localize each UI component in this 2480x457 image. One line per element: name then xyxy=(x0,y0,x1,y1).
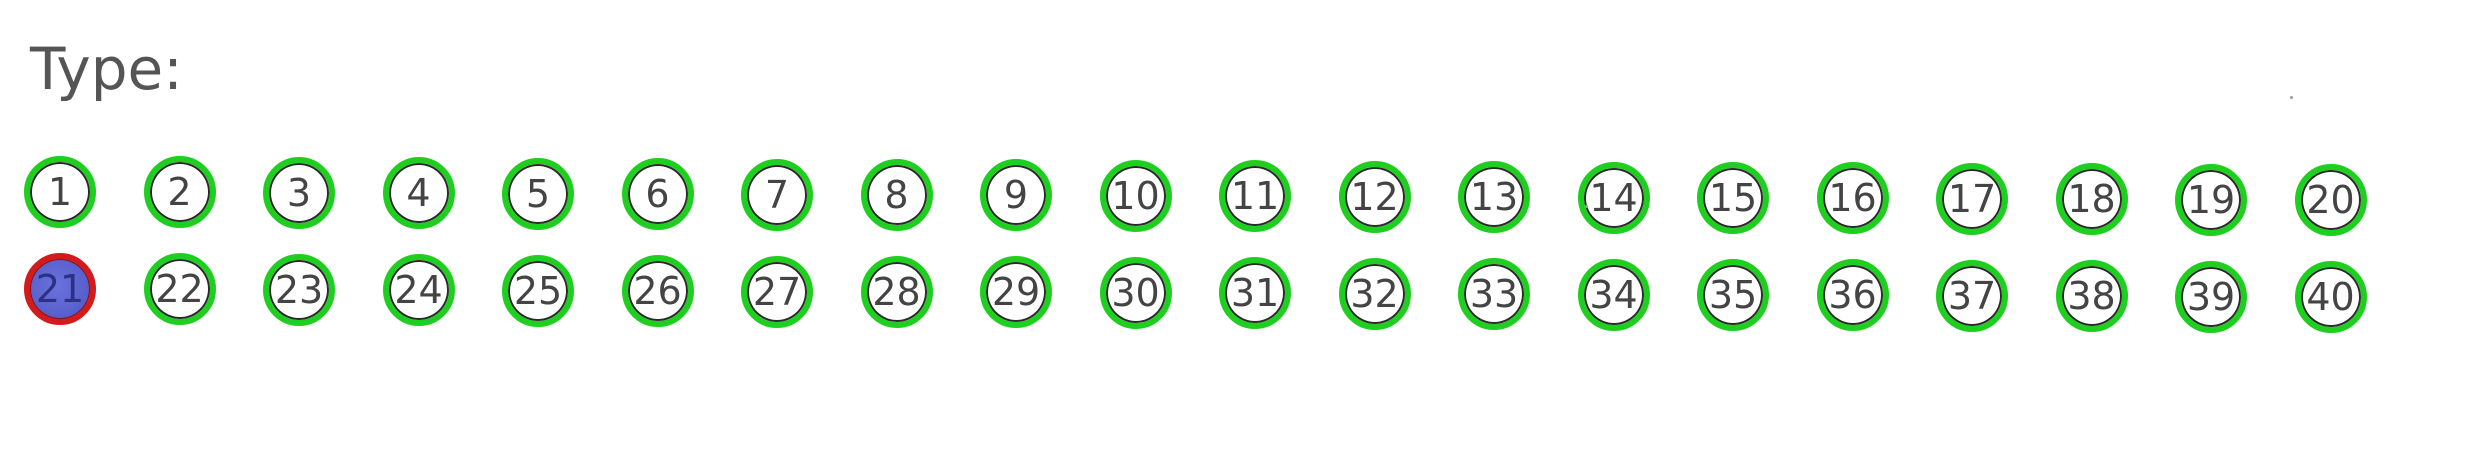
option-bubble-36[interactable]: 36 xyxy=(1816,259,1889,332)
option-bubble-13[interactable]: 13 xyxy=(1458,161,1530,233)
option-bubble-2[interactable]: 2 xyxy=(143,156,216,229)
option-bubble-31[interactable]: 31 xyxy=(1219,257,1291,330)
option-bubble-21[interactable]: 21 xyxy=(24,253,96,325)
option-bubble-25[interactable]: 25 xyxy=(502,254,574,327)
option-bubble-20[interactable]: 20 xyxy=(2294,164,2367,236)
option-bubble-17[interactable]: 17 xyxy=(1936,162,2008,235)
option-bubble-34[interactable]: 34 xyxy=(1577,258,1650,331)
option-bubble-23[interactable]: 23 xyxy=(263,253,335,326)
option-bubble-12[interactable]: 12 xyxy=(1338,160,1411,233)
option-bubble-1[interactable]: 1 xyxy=(24,156,96,228)
option-bubble-6[interactable]: 6 xyxy=(621,158,694,231)
option-bubble-10[interactable]: 10 xyxy=(1099,159,1172,232)
option-bubble-19[interactable]: 19 xyxy=(2175,163,2247,236)
option-bubble-40[interactable]: 40 xyxy=(2294,261,2367,333)
option-bubble-18[interactable]: 18 xyxy=(2055,163,2128,236)
option-bubble-8[interactable]: 8 xyxy=(860,158,933,231)
option-bubble-16[interactable]: 16 xyxy=(1816,162,1889,235)
option-bubble-33[interactable]: 33 xyxy=(1458,258,1530,330)
option-bubble-4[interactable]: 4 xyxy=(382,157,455,230)
option-bubble-37[interactable]: 37 xyxy=(1936,259,2008,332)
option-bubble-26[interactable]: 26 xyxy=(621,255,694,328)
option-bubble-39[interactable]: 39 xyxy=(2175,260,2247,333)
type-heading: Type: xyxy=(30,35,183,103)
scan-speck xyxy=(1585,205,1588,208)
option-bubble-22[interactable]: 22 xyxy=(143,253,216,326)
option-bubble-38[interactable]: 38 xyxy=(2055,260,2128,333)
option-bubble-24[interactable]: 24 xyxy=(382,254,455,327)
option-bubble-3[interactable]: 3 xyxy=(263,156,335,229)
option-bubble-29[interactable]: 29 xyxy=(980,256,1052,329)
option-bubble-7[interactable]: 7 xyxy=(741,158,813,231)
option-bubble-14[interactable]: 14 xyxy=(1577,161,1650,234)
option-bubble-5[interactable]: 5 xyxy=(502,157,574,230)
option-bubble-27[interactable]: 27 xyxy=(741,255,813,328)
option-bubble-11[interactable]: 11 xyxy=(1219,160,1291,233)
option-bubble-28[interactable]: 28 xyxy=(860,255,933,328)
option-bubble-15[interactable]: 15 xyxy=(1697,161,1769,234)
option-bubble-30[interactable]: 30 xyxy=(1099,256,1172,329)
option-bubble-9[interactable]: 9 xyxy=(980,159,1052,232)
scan-speck xyxy=(2290,96,2293,99)
option-bubble-32[interactable]: 32 xyxy=(1338,257,1411,330)
option-bubble-35[interactable]: 35 xyxy=(1697,258,1769,331)
